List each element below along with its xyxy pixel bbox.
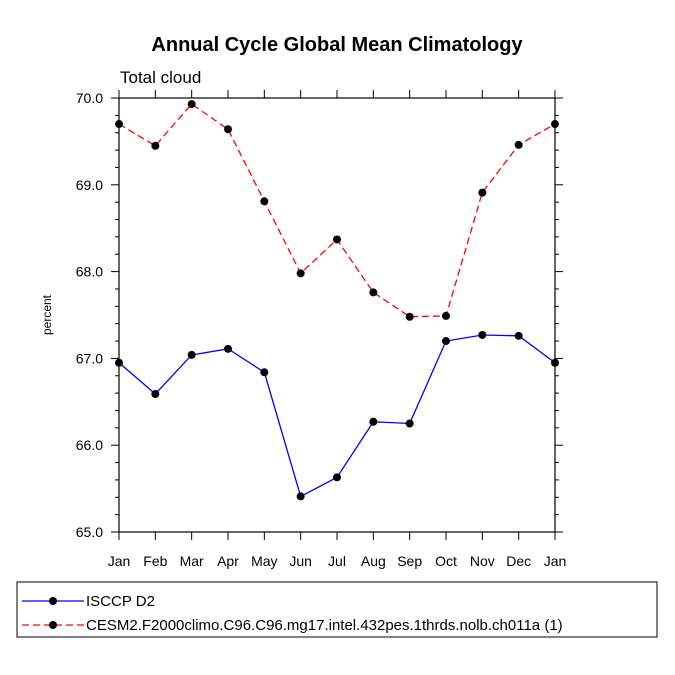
x-tick-label: Nov (470, 553, 495, 569)
x-tick-label: May (251, 553, 277, 569)
x-tick-label: Sep (397, 553, 422, 569)
series-1-point (224, 344, 232, 353)
series-2-point (296, 269, 305, 278)
series-1-point (405, 419, 414, 428)
x-tick-label: Aug (361, 553, 386, 569)
series-line-1 (118, 334, 556, 498)
y-tick-label: 66.0 (76, 437, 103, 453)
x-tick-label: Oct (435, 553, 457, 569)
x-tick-label: Jul (328, 553, 346, 569)
y-tick-label: 68.0 (76, 264, 103, 280)
x-tick-label: Jun (289, 553, 312, 569)
series-2-point (333, 235, 341, 244)
series-1-point (260, 368, 269, 377)
series-2-point (514, 140, 523, 149)
x-tick-label: Mar (180, 553, 204, 569)
y-tick-labels: 65.0 66.0 67.0 68.0 69.0 70.0 (76, 90, 103, 540)
series-1-point (478, 330, 487, 339)
x-tick-label: Jan (544, 553, 567, 569)
series-line-2 (118, 103, 556, 318)
series-2-point (260, 197, 269, 206)
series-1-point (333, 473, 341, 482)
series-1-point (442, 337, 450, 346)
legend-box (16, 581, 658, 638)
series-2-point (405, 312, 414, 321)
y-tick-label: 65.0 (76, 524, 103, 540)
series-2-point (478, 188, 487, 197)
series-layer (115, 100, 559, 501)
y-tick-label: 69.0 (76, 177, 103, 193)
x-tick-label: Feb (143, 553, 167, 569)
series-1-point (151, 389, 160, 398)
series-2-point (224, 125, 232, 134)
series-2-point (369, 288, 378, 297)
legend: ISCCP D2 CESM2.F2000climo.C96.C96.mg17.in… (16, 581, 658, 638)
legend-marker-2 (49, 621, 57, 629)
legend-marker-1 (49, 597, 57, 605)
plot-frame (118, 97, 556, 533)
x-tick-label: Jan (108, 553, 131, 569)
legend-label-2: CESM2.F2000climo.C96.C96.mg17.intel.432p… (86, 617, 563, 634)
chart-subtitle: Total cloud (120, 68, 201, 87)
series-1-point (369, 417, 378, 426)
x-tick-labels: Jan Feb Mar Apr May Jun Jul Aug Sep Oct Nov Dec Jan (108, 553, 567, 569)
y-tick-label: 70.0 (76, 90, 103, 106)
y-axis-label: percent (40, 294, 54, 335)
axis-ticks (111, 90, 563, 540)
series-2-point (151, 141, 160, 150)
series-1-point (187, 350, 196, 359)
series-2-point (187, 100, 196, 109)
x-tick-label: Dec (506, 553, 531, 569)
series-1-point (296, 492, 305, 501)
series-1-point (514, 331, 523, 340)
y-tick-label: 67.0 (76, 350, 103, 366)
series-2-point (442, 311, 450, 320)
chart-title: Annual Cycle Global Mean Climatology (151, 34, 523, 56)
legend-label-1: ISCCP D2 (86, 593, 155, 610)
x-tick-label: Apr (217, 553, 239, 569)
